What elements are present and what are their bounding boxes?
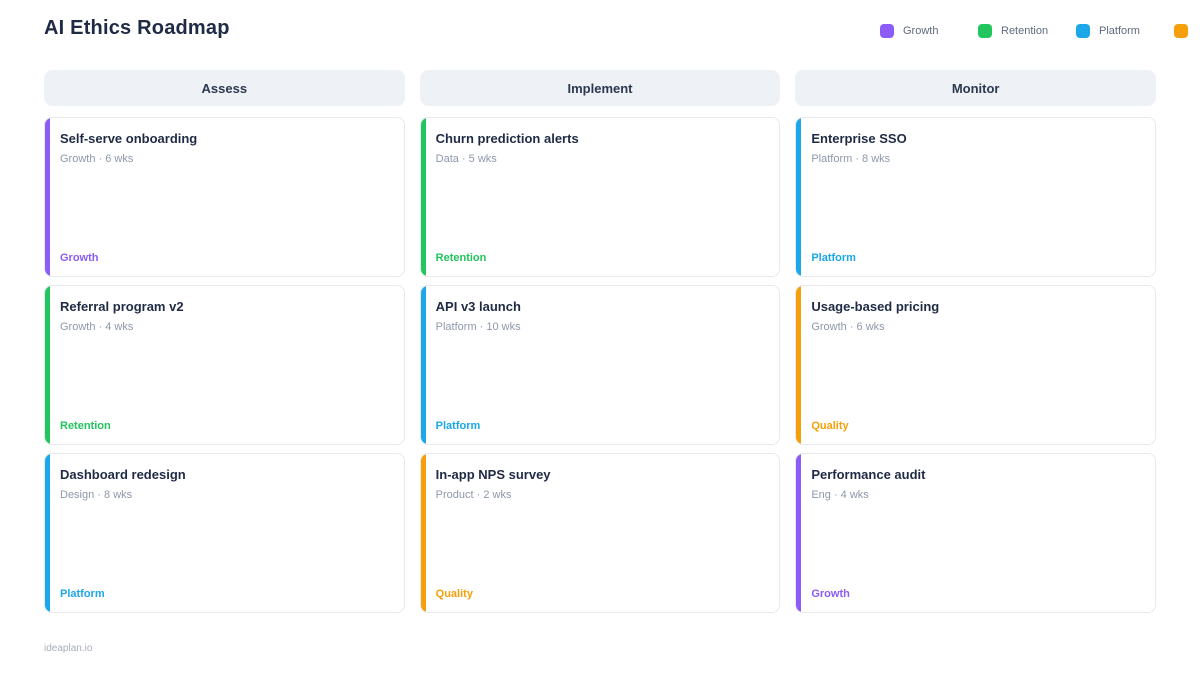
roadmap-board: Assess Self-serve onboarding Growth · 6 … (44, 70, 1156, 621)
quality-color-swatch (1174, 24, 1188, 38)
roadmap-card[interactable]: In-app NPS survey Product · 2 wks Qualit… (419, 453, 781, 613)
legend: Growth Retention Platform (880, 24, 1200, 38)
legend-item-growth: Growth (880, 24, 978, 38)
card-tag: Retention (435, 252, 487, 264)
card-meta: Growth · 6 wks (60, 153, 134, 165)
card-tag: Retention (60, 420, 111, 432)
card-accent-bar (420, 118, 426, 276)
footer-branding: ideaplan.io (44, 643, 93, 654)
column-header: Monitor (795, 70, 1156, 106)
roadmap-card[interactable]: Usage-based pricing Growth · 6 wks Quali… (795, 285, 1156, 445)
card-tag: Quality (811, 420, 849, 432)
legend-item-platform: Platform (1076, 24, 1174, 38)
card-title: Self-serve onboarding (60, 131, 198, 146)
roadmap-card[interactable]: Referral program v2 Growth · 4 wks Reten… (44, 285, 405, 445)
card-tag: Platform (811, 252, 856, 264)
card-title: Enterprise SSO (811, 131, 907, 146)
growth-color-swatch (880, 24, 894, 38)
card-meta: Growth · 6 wks (811, 321, 885, 333)
card-meta: Design · 8 wks (60, 489, 133, 501)
column-header: Implement (419, 70, 781, 106)
card-meta: Eng · 4 wks (811, 489, 869, 501)
card-accent-bar (420, 286, 426, 444)
card-title: Referral program v2 (60, 299, 184, 314)
roadmap-card[interactable]: Enterprise SSO Platform · 8 wks Platform (795, 117, 1156, 277)
card-meta: Product · 2 wks (435, 489, 512, 501)
card-accent-bar (45, 454, 50, 612)
card-tag: Growth (811, 588, 850, 600)
roadmap-card[interactable]: API v3 launch Platform · 10 wks Platform (419, 285, 781, 445)
retention-color-swatch (978, 24, 992, 38)
legend-item-retention: Retention (978, 24, 1076, 38)
card-tag: Platform (435, 420, 481, 432)
card-accent-bar (796, 118, 802, 276)
card-title: Performance audit (811, 467, 926, 482)
card-accent-bar (796, 454, 802, 612)
card-meta: Platform · 10 wks (435, 321, 521, 333)
legend-item-quality (1174, 24, 1200, 38)
card-accent-bar (45, 118, 50, 276)
platform-color-swatch (1076, 24, 1090, 38)
card-title: Dashboard redesign (60, 467, 186, 482)
card-title: Churn prediction alerts (435, 131, 579, 146)
card-accent-bar (796, 286, 802, 444)
page-title: AI Ethics Roadmap (44, 17, 230, 39)
card-tag: Growth (60, 252, 99, 264)
legend-label: Growth (903, 25, 939, 37)
roadmap-card[interactable]: Self-serve onboarding Growth · 6 wks Gro… (44, 117, 405, 277)
roadmap-card[interactable]: Churn prediction alerts Data · 5 wks Ret… (419, 117, 781, 277)
legend-label: Platform (1099, 25, 1140, 37)
roadmap-card[interactable]: Performance audit Eng · 4 wks Growth (795, 453, 1156, 613)
legend-label: Retention (1001, 25, 1049, 37)
card-meta: Growth · 4 wks (60, 321, 134, 333)
card-meta: Data · 5 wks (435, 153, 497, 165)
card-accent-bar (420, 454, 426, 612)
column-monitor: Monitor Enterprise SSO Platform · 8 wks … (795, 70, 1156, 621)
card-meta: Platform · 8 wks (811, 153, 891, 165)
card-title: API v3 launch (435, 299, 521, 314)
column-assess: Assess Self-serve onboarding Growth · 6 … (44, 70, 405, 621)
top-bar: AI Ethics Roadmap Growth Retention Platf… (0, 0, 1200, 70)
card-title: In-app NPS survey (435, 467, 551, 482)
roadmap-card[interactable]: Dashboard redesign Design · 8 wks Platfo… (44, 453, 405, 613)
column-implement: Implement Churn prediction alerts Data ·… (419, 70, 781, 621)
card-tag: Platform (60, 588, 105, 600)
card-accent-bar (45, 286, 50, 444)
card-tag: Quality (435, 588, 473, 600)
column-header: Assess (44, 70, 405, 106)
card-title: Usage-based pricing (811, 299, 940, 314)
